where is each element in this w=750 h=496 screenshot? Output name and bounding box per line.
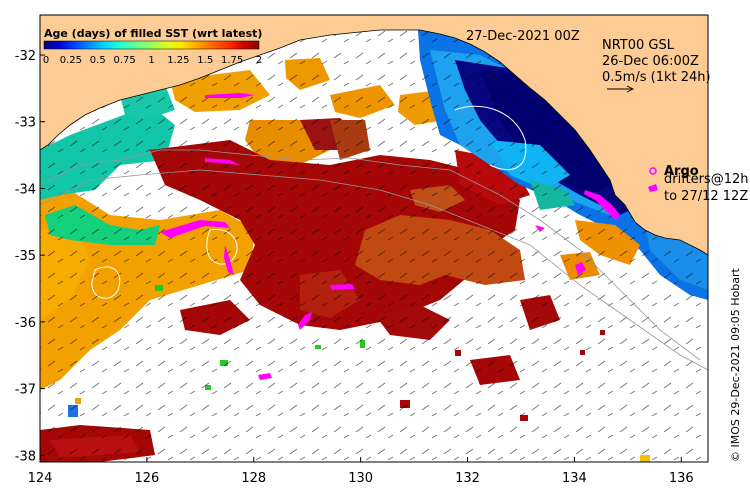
x-tick-label: 136 bbox=[669, 471, 694, 486]
x-tick-label: 124 bbox=[28, 471, 53, 486]
x-tick-label: 130 bbox=[348, 471, 373, 486]
colorbar-tick-label: 0.75 bbox=[113, 55, 135, 66]
y-tick-label: -38 bbox=[15, 449, 36, 464]
current-legend: NRT00 GSL 26-Dec 06:00Z 0.5m/s (1kt 24h) bbox=[602, 38, 711, 93]
land-australia bbox=[40, 15, 708, 256]
colorbar-tick-label: 1.5 bbox=[197, 55, 213, 66]
plot-frame bbox=[39, 14, 709, 463]
y-tick-label: -37 bbox=[15, 383, 36, 398]
current-time: 26-Dec 06:00Z bbox=[602, 54, 699, 69]
x-axis: 124 126 128 130 132 134 136 bbox=[28, 457, 694, 486]
y-tick-label: -34 bbox=[15, 182, 36, 197]
scale-arrow-icon bbox=[607, 85, 635, 93]
x-tick-label: 128 bbox=[241, 471, 266, 486]
colorbar-tick-label: 0.25 bbox=[60, 55, 82, 66]
colorbar-title: Age (days) of filled SST (wrt latest) bbox=[44, 27, 262, 40]
current-product: NRT00 GSL bbox=[602, 38, 675, 53]
argo-legend: Argo drifters@12h to 27/12 12Z bbox=[648, 164, 749, 204]
colorbar-tick-label: 1.25 bbox=[167, 55, 189, 66]
x-tick-label: 134 bbox=[562, 471, 587, 486]
drifters-label: drifters@12h bbox=[664, 172, 749, 187]
y-tick-label: -32 bbox=[15, 49, 36, 64]
drifter-tracks bbox=[160, 93, 620, 380]
colorbar-tick-label: 1.75 bbox=[221, 55, 243, 66]
y-axis: -32 -33 -34 -35 -36 -37 -38 bbox=[15, 49, 45, 464]
colorbar-tick-label: 2 bbox=[256, 55, 262, 66]
colorbar-tick-label: 0.5 bbox=[90, 55, 106, 66]
colorbar-tick-label: 0 bbox=[43, 55, 49, 66]
colorbar-tick-label: 1 bbox=[148, 55, 154, 66]
x-tick-label: 126 bbox=[134, 471, 159, 486]
credit-text: © IMOS 29-Dec-2021 09:05 Hobart bbox=[729, 267, 742, 462]
colorbar-gradient bbox=[43, 40, 260, 50]
x-tick-label: 132 bbox=[455, 471, 480, 486]
bathymetry-contours bbox=[40, 149, 708, 371]
y-tick-label: -36 bbox=[15, 316, 36, 331]
map-date-title: 27-Dec-2021 00Z bbox=[466, 29, 580, 44]
y-tick-label: -35 bbox=[15, 249, 36, 264]
drifter-marker-icon bbox=[648, 184, 658, 192]
drifters-to-label: to 27/12 12Z bbox=[664, 189, 748, 204]
argo-label: Argo bbox=[664, 164, 699, 179]
y-tick-label: -33 bbox=[15, 116, 36, 131]
argo-marker-icon bbox=[649, 167, 657, 175]
current-scale: 0.5m/s (1kt 24h) bbox=[602, 70, 711, 85]
